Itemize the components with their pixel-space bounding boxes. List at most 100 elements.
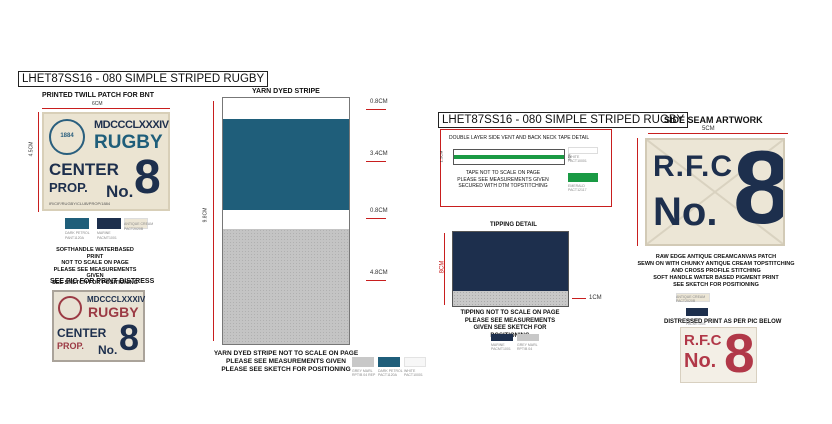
stripe-heading: YARN DYED STRIPE [252, 88, 320, 95]
tipping-tip-label: 1CM [589, 295, 602, 301]
stripe-band-0 [223, 98, 349, 119]
patch-eight: 8 [134, 151, 161, 204]
stripe-panel [222, 97, 350, 345]
side-seam-eight: 8 [733, 140, 783, 240]
swatch-tip-0 [491, 334, 513, 341]
side-note-3: AND CROSS PROFILE STITCHING [671, 268, 761, 274]
swatch-right-0 [676, 293, 710, 302]
cross-stitch-icon [647, 140, 783, 244]
swatch-stripe-2-name: WHITE [404, 369, 416, 373]
tape-note-2: PLEASE SEE MEASUREMENTS GIVEN [457, 176, 549, 183]
tape-note-3: SECURED WITH DTM TOPSTITCHING [458, 183, 548, 189]
band-label-1: 3.4CM [370, 151, 388, 157]
swatch-tape-1 [568, 173, 598, 182]
left-note-2: NOT TO SCALE ON PAGE [61, 260, 129, 266]
stripe-note-2: PLEASE SEE MEASUREMENTS GIVEN [226, 358, 346, 365]
band-label-0: 0.8CM [370, 99, 388, 105]
side-note-5: SEE SKETCH FOR POSITIONING [673, 282, 759, 288]
swatch-stripe-2 [404, 357, 426, 367]
side-seam-notes: RAW EDGE ANTIQUE CREAMCANVAS PATCH SEWN … [636, 254, 796, 289]
swatch-tip-0-code: PACMT1001 [491, 347, 511, 351]
tipping-note-1: TIPPING NOT TO SCALE ON PAGE [460, 310, 560, 316]
swatch-tip-1-code: RPT/B 04 [517, 347, 533, 351]
patch-year: MDCCCLXXXIV [94, 119, 169, 131]
distressed-rugby: RUGBY [88, 304, 139, 320]
swatch-stripe-1-name: DARK PETROL [378, 369, 403, 373]
band-label-3: 4.8CM [370, 270, 388, 276]
right-distress-heading: DISTRESSED PRINT AS PER PIC BELOW [664, 319, 782, 325]
tipping-height-label: 8CM [439, 260, 446, 274]
distressed-no: No. [98, 343, 118, 357]
tape-inner-stripe [454, 155, 564, 159]
swatch-right-1-code: PACMT1001 [686, 322, 706, 326]
side-seam-width-arrow [648, 133, 788, 134]
band-arrow-3 [366, 280, 386, 281]
distressed-eight: 8 [119, 317, 140, 358]
swatch-tip-1-name: GREY MARL [517, 343, 538, 347]
swatch-left-2 [124, 218, 148, 229]
middle-style-title: LHET87SS16 - 080 SIMPLE STRIPED RUGBY [438, 112, 689, 128]
swatch-left-0 [65, 218, 89, 229]
band-label-2: 0.8CM [370, 208, 388, 214]
swatch-left-2-name: ANTIQUE CREAM [124, 222, 154, 226]
side-seam-no: No. [653, 190, 718, 234]
band-arrow-1 [366, 161, 386, 162]
stripe-height-label: 9.8CM [202, 207, 209, 223]
printed-twill-patch: 1884 MDCCCLXXXIV RUGBY CENTER PROP. No. … [42, 112, 170, 211]
side-seam-height-arrow [637, 138, 638, 246]
patch-rugby: RUGBY [94, 132, 163, 153]
swatch-tape-0-name: WHITE [568, 155, 580, 159]
patch-no: No. [106, 182, 134, 201]
swatch-stripe-2-code: PACT10001 [404, 373, 423, 377]
swatch-tape-0 [568, 147, 598, 154]
swatch-left-0-name: DARK PETROL [65, 231, 90, 235]
tape-note-1: TAPE NOT TO SCALE ON PAGE [465, 170, 541, 176]
patch-prop: PROP. [49, 180, 88, 195]
distressed-year: MDCCCLXXXIV [87, 295, 146, 304]
swatch-tape-1-code: PACT12117 [568, 188, 587, 192]
tipping-height-arrow [444, 233, 445, 305]
club-seal: 1884 [49, 119, 85, 155]
swatch-right-0-name: ANTIQUE CREAM [676, 295, 706, 299]
swatch-stripe-0 [352, 357, 374, 367]
tipping-swatch-panel [452, 231, 569, 307]
side-note-2: SEWN ON WITH CHUNKY ANTIQUE CREAM TOPSTI… [637, 261, 795, 267]
patch-height-label: 4.5CM [28, 141, 35, 157]
patch-width-arrow [42, 108, 170, 109]
distress-heading: SEE PIC FOR PRINT DISTRESS [50, 278, 155, 285]
side-seam-rfc: R.F.C [653, 150, 733, 183]
swatch-right-1 [686, 308, 708, 316]
right-distressed-patch: R.F.C No. 8 [680, 327, 757, 383]
stripe-note-1: YARN DYED STRIPE NOT TO SCALE ON PAGE [213, 350, 359, 357]
distressed-seal [58, 296, 82, 320]
left-note-4: SEE SKETCH FOR POSITIONING [52, 279, 138, 286]
swatch-left-1-code: PACMT1001 [97, 236, 117, 240]
stripe-height-arrow [213, 101, 214, 341]
swatch-left-1 [97, 218, 121, 229]
swatch-stripe-0-name: GREY MARL [352, 369, 373, 373]
tape-left-label: 1.5CM [438, 150, 444, 163]
patch-width-label: 6CM [92, 101, 103, 107]
side-seam-width: 5CM [702, 126, 715, 132]
side-seam-heading: SIDE SEAM ARTWORK [664, 115, 763, 125]
swatch-stripe-1 [378, 357, 400, 367]
swatch-tape-0-code: PACT10001 [568, 159, 587, 163]
tipping-tip-arrow [572, 298, 586, 299]
stripe-band-1 [223, 119, 349, 210]
distressed-patch: MDCCCLXXXIV RUGBY CENTER PROP. No. 8 [52, 290, 145, 362]
tipping-tip [453, 291, 568, 306]
patch-height-arrow [38, 112, 39, 212]
swatch-tip-1 [517, 334, 539, 341]
swatch-left-2-code: PACT2020B [124, 227, 144, 231]
left-note-3: PLEASE SEE MEASUREMENTS GIVEN [53, 266, 137, 280]
seal-year: 1884 [60, 133, 74, 139]
tape-detail-box: DOUBLE LAYER SIDE VENT AND BACK NECK TAP… [438, 129, 612, 207]
swatch-right-0-code: PACT2020B [676, 299, 696, 303]
stripe-notes: YARN DYED STRIPE NOT TO SCALE ON PAGE PL… [213, 350, 359, 374]
swatch-tape-1-name: EMERALD [568, 184, 585, 188]
swatch-left-1-name: MARINE [97, 231, 111, 235]
tape-heading: DOUBLE LAYER SIDE VENT AND BACK NECK TAP… [449, 135, 590, 141]
swatch-stripe-1-code: PACT1120A [378, 373, 397, 377]
tipping-heading: TIPPING DETAIL [490, 222, 537, 228]
side-seam-patch: R.F.C No. 8 [645, 138, 785, 246]
